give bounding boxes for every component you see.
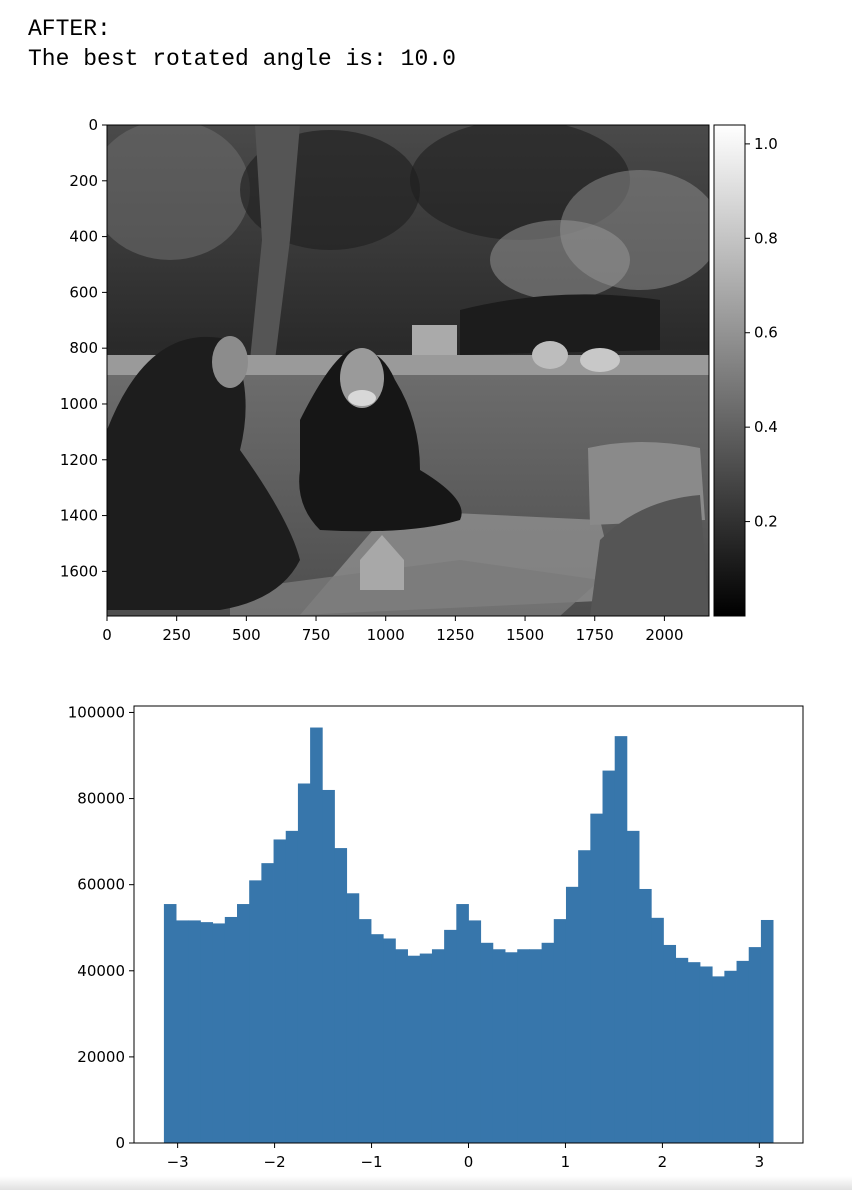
- histogram-bar: [395, 949, 408, 1143]
- histogram-bar: [712, 976, 725, 1143]
- image-ytick-label: 1600: [60, 562, 98, 580]
- colorbar-tick-label: 0.8: [754, 229, 778, 247]
- image-xtick-label: 0: [102, 626, 112, 644]
- histogram-ytick-label: 40000: [77, 962, 125, 980]
- histogram-bar: [200, 922, 214, 1143]
- histogram-ytick-label: 100000: [68, 703, 125, 721]
- histogram-bar: [176, 920, 189, 1143]
- image-xtick-label: 1250: [436, 626, 474, 644]
- image-xtick-label: 500: [232, 626, 261, 644]
- histogram-bar: [602, 770, 616, 1143]
- image-ytick-label: 200: [69, 172, 98, 190]
- histogram-bar: [505, 952, 518, 1143]
- histogram-xtick-label: 3: [755, 1153, 765, 1171]
- image-ytick-label: 600: [69, 283, 98, 301]
- histogram-bar: [419, 953, 433, 1143]
- image-ytick-label: 1200: [60, 451, 98, 469]
- output-line-1: AFTER:: [28, 16, 111, 42]
- image-xtick-label: 2000: [645, 626, 683, 644]
- image-display: [107, 125, 709, 616]
- colorbar-tick-label: 0.4: [754, 418, 778, 436]
- histogram-bar: [237, 904, 250, 1143]
- histogram-bar: [614, 736, 628, 1143]
- colorbar-tick-label: 0.6: [754, 324, 778, 342]
- histogram-bar: [492, 949, 506, 1143]
- histogram-bar: [760, 919, 774, 1143]
- histogram-bar: [699, 966, 713, 1143]
- histogram-xtick-label: 2: [658, 1153, 668, 1171]
- histogram-bar: [371, 934, 384, 1143]
- histogram-bar: [480, 942, 494, 1143]
- image-ytick-label: 1400: [60, 507, 98, 525]
- histogram-bar: [565, 886, 579, 1143]
- histogram-bar: [188, 920, 201, 1143]
- output-line-2: The best rotated angle is: 10.0: [28, 46, 456, 72]
- histogram-bar: [322, 789, 335, 1143]
- histogram-bar: [626, 830, 640, 1143]
- histogram-bar: [553, 919, 567, 1143]
- histogram-bar: [687, 962, 701, 1143]
- histogram-xtick-label: −3: [167, 1153, 189, 1171]
- image-axes-frame: [106, 124, 710, 617]
- colorbar-tick-label: 0.2: [754, 513, 778, 531]
- histogram-bar: [310, 727, 323, 1143]
- cell-output: AFTER: The best rotated angle is: 10.0: [28, 14, 456, 74]
- histogram-bar: [163, 904, 177, 1143]
- histogram-bar: [651, 917, 664, 1143]
- image-xtick-label: 1750: [576, 626, 614, 644]
- histogram-bar: [407, 955, 421, 1143]
- image-ytick-label: 0: [88, 116, 98, 134]
- colorbar-tick-label: 1.0: [754, 135, 778, 153]
- histogram-bar: [358, 919, 372, 1143]
- histogram-bar: [578, 850, 591, 1143]
- histogram-bar: [334, 848, 348, 1143]
- histogram-xtick-label: −2: [264, 1153, 286, 1171]
- scroll-edge: [0, 1176, 852, 1190]
- image-ytick-label: 800: [69, 339, 98, 357]
- histogram-bar: [285, 830, 299, 1143]
- histogram-ytick-label: 80000: [77, 790, 125, 808]
- histogram-bar: [212, 923, 226, 1143]
- histogram-bar: [456, 904, 469, 1143]
- histogram-bar: [297, 783, 311, 1143]
- histogram-bar: [663, 944, 677, 1143]
- histogram-bar: [249, 880, 262, 1143]
- image-xtick-label: 1500: [506, 626, 544, 644]
- histogram-bar: [675, 957, 689, 1143]
- histogram-bar: [736, 960, 750, 1143]
- histogram-bar: [724, 970, 737, 1143]
- histogram-bar: [261, 863, 274, 1143]
- histogram-bar: [748, 947, 762, 1143]
- histogram-bar: [529, 949, 543, 1143]
- histogram-bar: [383, 938, 396, 1143]
- histogram-bar: [517, 949, 530, 1143]
- histogram-bar: [639, 888, 652, 1143]
- image-xtick-label: 1000: [367, 626, 405, 644]
- histogram-bar: [590, 813, 603, 1143]
- histogram-bar: [224, 916, 238, 1143]
- histogram-bar: [431, 949, 445, 1143]
- image-xtick-label: 250: [162, 626, 191, 644]
- image-xtick-label: 750: [302, 626, 331, 644]
- image-ytick-label: 400: [69, 228, 98, 246]
- histogram-xtick-label: 1: [561, 1153, 571, 1171]
- histogram-xtick-label: −1: [360, 1153, 382, 1171]
- histogram-ytick-label: 60000: [77, 876, 125, 894]
- histogram-xtick-label: 0: [464, 1153, 474, 1171]
- histogram-bar: [541, 942, 555, 1143]
- histogram-ytick-label: 20000: [77, 1048, 125, 1066]
- colorbar: [713, 124, 746, 617]
- histogram-bar: [273, 839, 287, 1143]
- histogram-bar: [444, 929, 457, 1143]
- image-ytick-label: 1000: [60, 395, 98, 413]
- histogram-bar: [468, 920, 482, 1143]
- histogram-bar: [346, 893, 360, 1143]
- histogram-ytick-label: 0: [115, 1134, 125, 1152]
